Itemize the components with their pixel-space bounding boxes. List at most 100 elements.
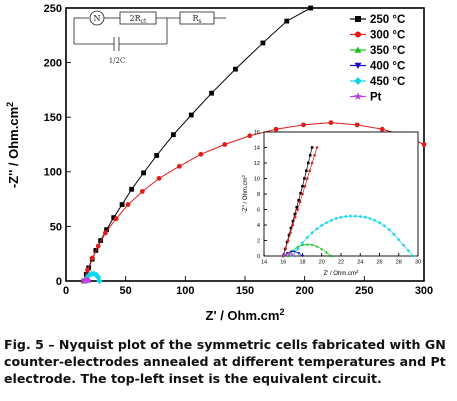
inset-data-point: [320, 247, 324, 251]
inset-data-point: [287, 233, 291, 237]
x-axis-label-sup: 2: [279, 307, 284, 317]
inset-data-point: [368, 216, 372, 221]
circuit-label-rct-main: 2R: [130, 14, 142, 23]
data-point: [129, 186, 135, 192]
inset-data-point: [310, 146, 314, 149]
data-point: [379, 126, 385, 132]
data-point: [119, 202, 125, 207]
inset-data-point: [291, 223, 295, 227]
inset-data-point: [301, 254, 304, 258]
data-point: [209, 90, 214, 96]
inset-data-point: [406, 248, 411, 253]
inset-data-point: [287, 251, 291, 256]
inset-data-point: [315, 227, 319, 231]
inset-data-point: [289, 226, 293, 230]
data-point: [102, 230, 108, 236]
inset-data-point: [305, 235, 310, 240]
inset-x-tick-label: 16: [280, 260, 286, 266]
y-tick-label: 150: [44, 112, 62, 124]
circuit-label-capacitor: 1/2C: [109, 57, 126, 65]
inset-data-point: [310, 243, 314, 246]
inset-data-point: [310, 161, 314, 165]
inset-data-point: [315, 146, 319, 149]
inset-data-point: [325, 251, 329, 254]
inset-y-tick-label: 8: [257, 192, 260, 198]
inset-data-point: [295, 205, 299, 209]
circuit-label-rct: 2Rct: [130, 14, 147, 25]
figure-caption-text: Fig. 5 – Nyquist plot of the symmetric c…: [4, 337, 446, 386]
inset-data-point: [291, 219, 295, 223]
data-point: [93, 271, 100, 279]
data-point: [90, 270, 98, 277]
inset-y-tick-label: 10: [254, 176, 260, 182]
inset-y-tick-label: 6: [257, 207, 260, 213]
legend-entry: 450 °C: [350, 76, 405, 88]
data-point: [111, 215, 117, 221]
legend-entry: 300 °C: [350, 30, 405, 42]
inset-data-point: [329, 218, 334, 223]
legend-label: Pt: [370, 92, 382, 104]
inset-x-tick-label: 18: [299, 260, 305, 266]
inset-y-tick-label: 0: [257, 254, 260, 260]
inset-data-point: [310, 231, 314, 235]
inset-data-point: [344, 214, 348, 219]
data-point: [96, 277, 103, 285]
legend-entries: 250 °C 300 °C 350 °C 400 °C 450 °C Pt: [350, 14, 405, 104]
inset-data-point: [293, 250, 297, 254]
data-point: [125, 202, 131, 207]
inset-data-point: [308, 153, 312, 157]
x-tick-label: 150: [236, 285, 254, 297]
inset-y-axis-label-sup: 2: [241, 174, 246, 177]
inset-data-point: [285, 240, 289, 244]
inset-data-point: [286, 239, 290, 242]
inset-data-point: [285, 252, 289, 255]
inset-data-point: [284, 246, 287, 250]
data-point: [328, 120, 334, 126]
data-point: [171, 132, 176, 138]
inset-series: [281, 146, 415, 258]
inset-data-point: [281, 254, 285, 258]
data-point: [98, 238, 104, 243]
data-point: [260, 40, 266, 46]
main-series: [80, 5, 427, 285]
inset-data-point: [324, 220, 329, 225]
y-tick-label: 50: [50, 221, 62, 233]
inset-data-point: [377, 220, 382, 225]
y-tick-label: 200: [44, 57, 62, 69]
inset-x-axis-label-sup: 2: [356, 269, 359, 274]
y-axis-label-sup: 2: [5, 102, 15, 107]
inset-data-point: [353, 214, 358, 218]
data-point: [154, 153, 160, 158]
inset-data-point: [308, 169, 312, 173]
inset-x-tick-label: 14: [261, 260, 267, 266]
legend-label: 300 °C: [370, 30, 405, 42]
y-tick-label: 0: [56, 276, 62, 288]
legend-label: 450 °C: [370, 76, 405, 88]
data-point: [85, 277, 92, 284]
inset-series-4: [291, 214, 415, 258]
x-tick-label: 250: [355, 285, 373, 297]
inset-data-point: [397, 238, 401, 242]
inset-y-tick-label: 4: [257, 223, 260, 229]
data-point: [233, 66, 238, 72]
inset-y-tick-label: 12: [254, 161, 260, 167]
inset-data-point: [372, 218, 377, 223]
x-tick-label: 300: [415, 285, 433, 297]
inset-data-point: [320, 223, 324, 228]
inset-data-point: [301, 243, 304, 246]
inset-data-point: [387, 227, 391, 232]
data-point: [198, 151, 204, 157]
inset-data-point: [299, 191, 302, 195]
data-point: [141, 170, 146, 176]
circuit-label-rs-sub: s: [198, 18, 201, 25]
inset-data-point: [284, 252, 288, 256]
inset-x-axis-label-text: Z' / Ohm.cm: [324, 271, 356, 277]
inset-data-point: [293, 254, 297, 258]
inset-data-point: [363, 215, 367, 219]
legend-label: 350 °C: [370, 45, 405, 57]
inset-data-point: [290, 252, 294, 256]
data-point: [85, 267, 90, 273]
inset-x-tick-label: 24: [357, 260, 363, 266]
inset-y-tick-label: 14: [254, 145, 260, 151]
